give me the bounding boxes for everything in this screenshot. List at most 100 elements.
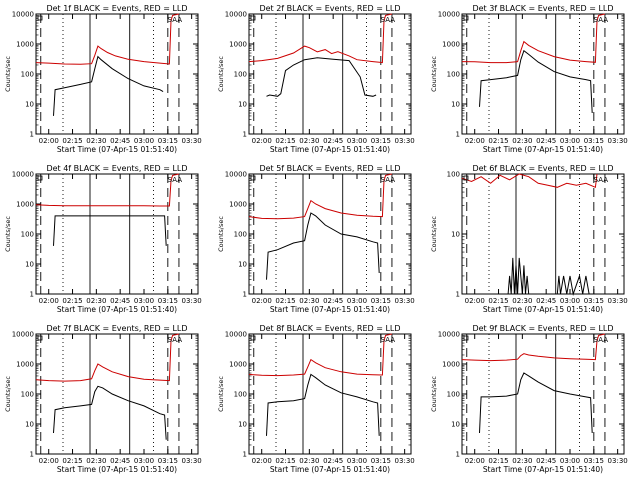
x-tick-label: 03:15: [371, 457, 391, 465]
y-axis-label: Counts/sec: [430, 376, 438, 412]
series-line-red: [35, 13, 180, 65]
plot-frame: [248, 173, 412, 295]
panel-8: Det 8f BLACK = Events, RED = LLD Start Ti…: [217, 324, 415, 474]
y-tick-label: 10000: [225, 171, 247, 179]
y-tick-label: 10000: [438, 331, 460, 339]
plot-title: Det 1f BLACK = Events, RED = LLD: [46, 4, 187, 13]
x-tick-label: 02:00: [39, 297, 59, 305]
y-tick-label: 1: [243, 291, 247, 299]
y-axis-label: Counts/sec: [217, 56, 225, 92]
corner-marker: [463, 335, 469, 341]
y-tick-label: 10000: [438, 11, 460, 19]
plot-frame: [35, 333, 199, 455]
plot-title: Det 8f BLACK = Events, RED = LLD: [259, 324, 400, 333]
x-axis-label: Start Time (07-Apr-15 01:51:40): [483, 305, 603, 314]
x-tick-label: 02:30: [86, 297, 106, 305]
corner-marker: [37, 175, 43, 181]
annotation-label: SAA: [168, 16, 183, 24]
y-tick-label: 100: [21, 71, 34, 79]
x-axis-label: Start Time (07-Apr-15 01:51:40): [483, 145, 603, 154]
y-tick-label: 10: [238, 261, 247, 269]
x-tick-label: 02:15: [62, 297, 82, 305]
corner-marker: [463, 175, 469, 181]
y-tick-label: 1000: [442, 41, 460, 49]
x-tick-label: 02:30: [86, 137, 106, 145]
x-tick-label: 02:45: [110, 457, 130, 465]
annotation-label: SAA: [381, 176, 396, 184]
y-tick-label: 100: [447, 71, 460, 79]
x-tick-label: 03:00: [347, 457, 367, 465]
x-tick-label: 03:30: [395, 137, 415, 145]
x-tick-label: 03:00: [134, 137, 154, 145]
y-tick-label: 1000: [442, 361, 460, 369]
x-tick-label: 03:30: [395, 297, 415, 305]
series-line-black: [479, 49, 593, 114]
plot-title: Det 7f BLACK = Events, RED = LLD: [46, 324, 187, 333]
x-tick-label: 02:45: [536, 137, 556, 145]
series-line-black: [53, 55, 164, 116]
y-tick-label: 1: [456, 131, 460, 139]
x-tick-label: 03:15: [371, 137, 391, 145]
x-tick-label: 03:30: [608, 457, 628, 465]
x-tick-label: 02:45: [323, 137, 343, 145]
y-tick-label: 10: [451, 101, 460, 109]
y-tick-label: 100: [234, 231, 247, 239]
series-line-black: [266, 57, 377, 97]
plot-title: Det 5f BLACK = Events, RED = LLD: [259, 164, 400, 173]
x-tick-label: 02:45: [110, 137, 130, 145]
y-tick-label: 1000: [229, 361, 247, 369]
x-tick-label: 02:00: [465, 297, 485, 305]
x-tick-label: 02:15: [488, 137, 508, 145]
x-tick-label: 02:00: [39, 137, 59, 145]
x-tick-label: 03:15: [584, 297, 604, 305]
x-tick-label: 03:15: [158, 457, 178, 465]
x-tick-label: 03:00: [134, 457, 154, 465]
x-tick-label: 02:15: [488, 297, 508, 305]
x-axis-label: Start Time (07-Apr-15 01:51:40): [270, 305, 390, 314]
corner-marker: [250, 175, 256, 181]
x-tick-label: 02:30: [86, 457, 106, 465]
y-tick-label: 10: [451, 231, 460, 239]
y-tick-label: 10000: [12, 171, 34, 179]
y-tick-label: 100: [447, 171, 460, 179]
plot-frame: [248, 333, 412, 455]
x-tick-label: 02:30: [512, 137, 532, 145]
x-tick-label: 02:15: [488, 457, 508, 465]
series-line-red: [35, 173, 180, 207]
series-line-black: [53, 385, 167, 440]
x-tick-label: 02:30: [512, 457, 532, 465]
x-axis-label: Start Time (07-Apr-15 01:51:40): [270, 465, 390, 474]
series-line-red: [248, 13, 393, 64]
panel-1: Det 1f BLACK = Events, RED = LLD Start Ti…: [4, 4, 202, 154]
annotation-label: SAA: [381, 336, 396, 344]
series-line-red: [248, 333, 393, 377]
x-tick-label: 03:00: [134, 297, 154, 305]
x-tick-label: 03:30: [182, 457, 202, 465]
x-tick-label: 03:15: [371, 297, 391, 305]
x-axis-label: Start Time (07-Apr-15 01:51:40): [57, 145, 177, 154]
x-tick-label: 02:30: [299, 457, 319, 465]
x-tick-label: 03:00: [560, 137, 580, 145]
x-tick-label: 03:00: [347, 297, 367, 305]
x-tick-label: 03:30: [182, 297, 202, 305]
x-tick-label: 02:00: [252, 137, 272, 145]
y-tick-label: 10: [25, 261, 34, 269]
x-tick-label: 03:15: [158, 137, 178, 145]
x-tick-label: 02:45: [110, 297, 130, 305]
y-tick-label: 100: [21, 231, 34, 239]
y-axis-label: Counts/sec: [217, 216, 225, 252]
x-tick-label: 02:00: [252, 457, 272, 465]
y-tick-label: 100: [234, 391, 247, 399]
y-tick-label: 10000: [225, 331, 247, 339]
x-tick-label: 03:15: [584, 137, 604, 145]
x-tick-label: 03:30: [395, 457, 415, 465]
series-line-red: [461, 333, 606, 362]
panel-6: Det 6f BLACK = Events, RED = LLD Start Ti…: [430, 164, 628, 314]
series-line-black: [266, 373, 380, 436]
x-tick-label: 02:45: [536, 457, 556, 465]
x-tick-label: 02:15: [275, 457, 295, 465]
x-tick-label: 03:30: [182, 137, 202, 145]
y-axis-label: Counts/sec: [430, 56, 438, 92]
y-axis-label: Counts/sec: [217, 376, 225, 412]
